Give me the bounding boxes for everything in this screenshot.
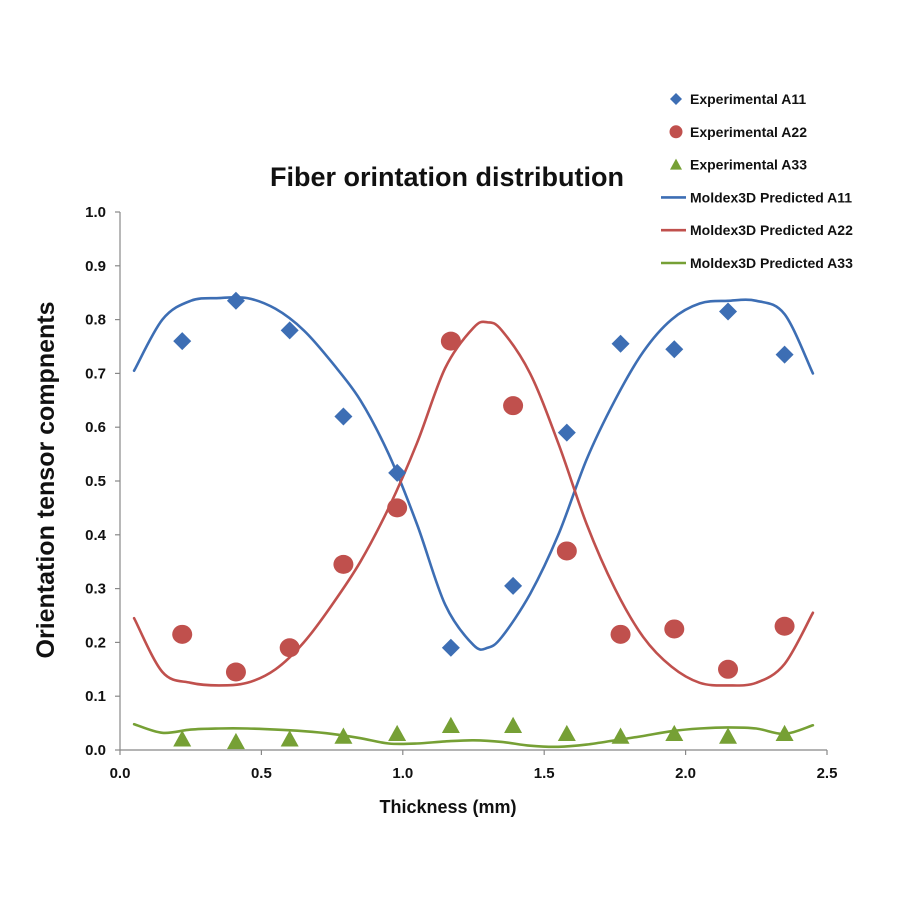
legend-label: Moldex3D Predicted A33: [690, 255, 853, 271]
moldex3d-predicted-a11-line: [132, 295, 815, 651]
legend-label: Moldex3D Predicted A11: [690, 189, 852, 205]
chart-title: Fiber orintation distribution: [270, 162, 624, 192]
y-tick-label: 0.6: [85, 419, 106, 436]
experimental-a11-point: [719, 302, 738, 321]
experimental-a33-point: [665, 724, 684, 742]
moldex3d-predicted-a22-line: [132, 320, 815, 687]
y-tick-label: 0.0: [85, 742, 106, 759]
x-tick-label: 0.0: [110, 765, 131, 782]
y-tick-label: 0.2: [85, 634, 106, 651]
experimental-a33-point: [504, 716, 523, 733]
x-tick-label: 1.5: [534, 765, 555, 782]
x-tick-label: 1.0: [392, 765, 413, 782]
experimental-a22-point: [610, 624, 631, 644]
experimental-a22-point: [225, 662, 246, 682]
experimental-a11-point: [280, 321, 299, 340]
legend-circle-swatch: [669, 125, 683, 139]
y-tick-label: 0.5: [85, 473, 106, 490]
experimental-a11-point: [611, 334, 630, 353]
legend-label: Moldex3D Predicted A22: [690, 222, 853, 238]
experimental-a33-point: [173, 730, 192, 747]
experimental-a11-point: [334, 407, 353, 426]
experimental-a11-point: [504, 576, 523, 595]
experimental-a33-point: [557, 724, 576, 742]
experimental-a11-point: [226, 291, 245, 310]
y-tick-label: 0.4: [85, 527, 107, 544]
y-tick-label: 0.9: [85, 258, 106, 275]
experimental-a22-point: [718, 659, 739, 679]
experimental-a33-point: [388, 724, 407, 742]
x-tick-label: 2.0: [675, 765, 696, 782]
experimental-a11-point: [441, 638, 460, 657]
x-tick-label: 0.5: [251, 765, 272, 782]
experimental-a33-point: [719, 727, 738, 744]
experimental-a22-point: [387, 498, 408, 518]
experimental-a22-point: [333, 554, 354, 574]
x-tick-label: 2.5: [817, 765, 838, 782]
experimental-a11-point: [665, 340, 684, 359]
legend-diamond-swatch: [670, 93, 682, 105]
experimental-a22-point: [279, 638, 300, 658]
experimental-a22-point: [774, 616, 795, 636]
series-lines: [132, 295, 815, 749]
experimental-a33-point: [280, 730, 299, 747]
legend-item-experimental-a33: Experimental A33: [670, 157, 807, 173]
experimental-a33-point: [611, 727, 630, 744]
experimental-a11-point: [557, 423, 576, 442]
legend-triangle-swatch: [670, 158, 682, 170]
legend-item-moldex3d-predicted-a11: Moldex3D Predicted A11: [661, 189, 852, 205]
legend-label: Experimental A33: [690, 157, 807, 173]
experimental-a22-point: [503, 396, 524, 416]
axes: 0.0 0.1 0.2 0.3 0.4 0.5 0.6 0.7 0.8 0.9 1.0 0.0 0.5 1…: [85, 204, 837, 782]
y-tick-label: 0.1: [85, 688, 106, 705]
experimental-a11-point: [173, 332, 192, 351]
experimental-a33-point: [226, 732, 245, 750]
legend-label: Experimental A22: [690, 124, 807, 140]
legend-item-moldex3d-predicted-a33: Moldex3D Predicted A33: [661, 255, 853, 271]
y-axis-title: Orientation tensor compnents: [32, 302, 60, 659]
series-points: [172, 291, 795, 750]
legend-item-experimental-a11: Experimental A11: [670, 91, 806, 107]
y-tick-label: 0.8: [85, 312, 106, 329]
moldex3d-predicted-a33-line: [132, 722, 815, 749]
experimental-a33-point: [775, 724, 794, 742]
y-tick-label: 0.3: [85, 581, 106, 598]
y-tick-label: 0.7: [85, 365, 106, 382]
experimental-a33-point: [441, 716, 460, 733]
experimental-a22-point: [440, 331, 461, 351]
legend-label: Experimental A11: [690, 91, 806, 107]
y-tick-label: 1.0: [85, 204, 106, 221]
experimental-a22-point: [556, 541, 577, 561]
legend-item-experimental-a22: Experimental A22: [669, 124, 807, 140]
legend-item-moldex3d-predicted-a22: Moldex3D Predicted A22: [661, 222, 853, 238]
x-axis-title: Thickness (mm): [379, 797, 516, 817]
experimental-a33-point: [334, 727, 353, 744]
legend: Experimental A11 Experimental A22 Experime…: [661, 91, 853, 271]
experimental-a22-point: [172, 624, 193, 644]
experimental-a11-point: [388, 463, 407, 482]
experimental-a11-point: [775, 345, 794, 364]
experimental-a22-point: [664, 619, 685, 639]
